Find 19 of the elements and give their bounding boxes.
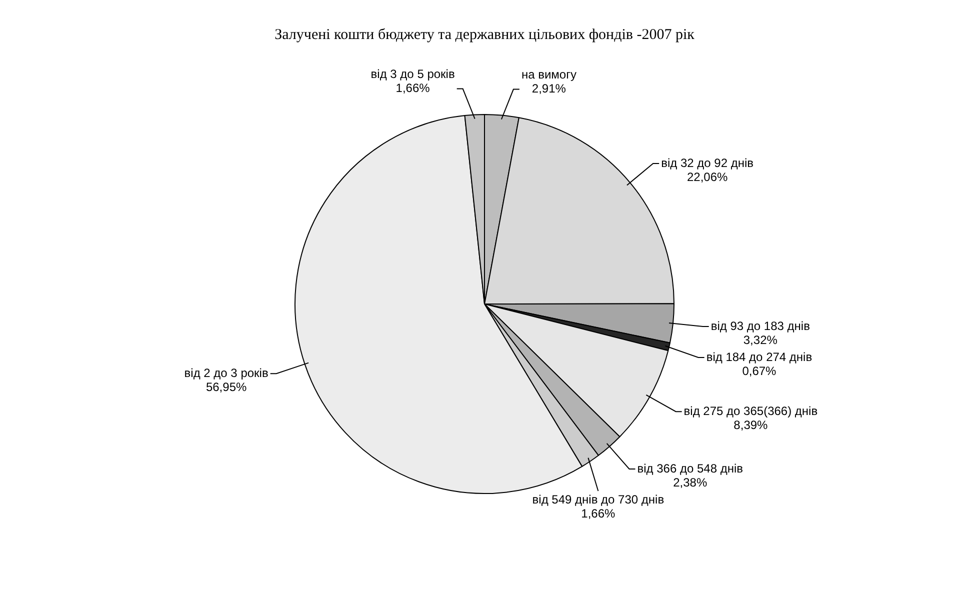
slice-label: на вимогу xyxy=(521,68,576,82)
data-label: 2,38% xyxy=(673,475,708,490)
data-label: 3,32% xyxy=(743,332,778,347)
slice-label: від 93 до 183 днів xyxy=(710,318,810,333)
data-label: 56,95% xyxy=(206,380,247,394)
slice-label: від 549 днів до 730 днів xyxy=(532,492,664,506)
slice-label: від 3 до 5 років xyxy=(370,67,455,82)
slice-label: від 32 до 92 днів xyxy=(661,156,754,170)
slice-label: від 366 до 548 днів xyxy=(637,461,744,476)
data-label: 1,66% xyxy=(396,81,430,96)
slice-label: від 2 до 3 років xyxy=(184,366,268,380)
data-label: 2,91% xyxy=(532,82,566,96)
chart-title: Залучені кошти бюджету та державних цільових фондів -2007 рік xyxy=(274,26,696,43)
slice-label: від 275 до 365(366) днів xyxy=(684,404,818,418)
data-label: 0,67% xyxy=(742,364,777,378)
slice-label: від 184 до 274 днів xyxy=(706,350,812,364)
data-label: 8,39% xyxy=(734,418,768,432)
data-label: 22,06% xyxy=(686,170,728,184)
data-label: 1,66% xyxy=(581,506,616,520)
